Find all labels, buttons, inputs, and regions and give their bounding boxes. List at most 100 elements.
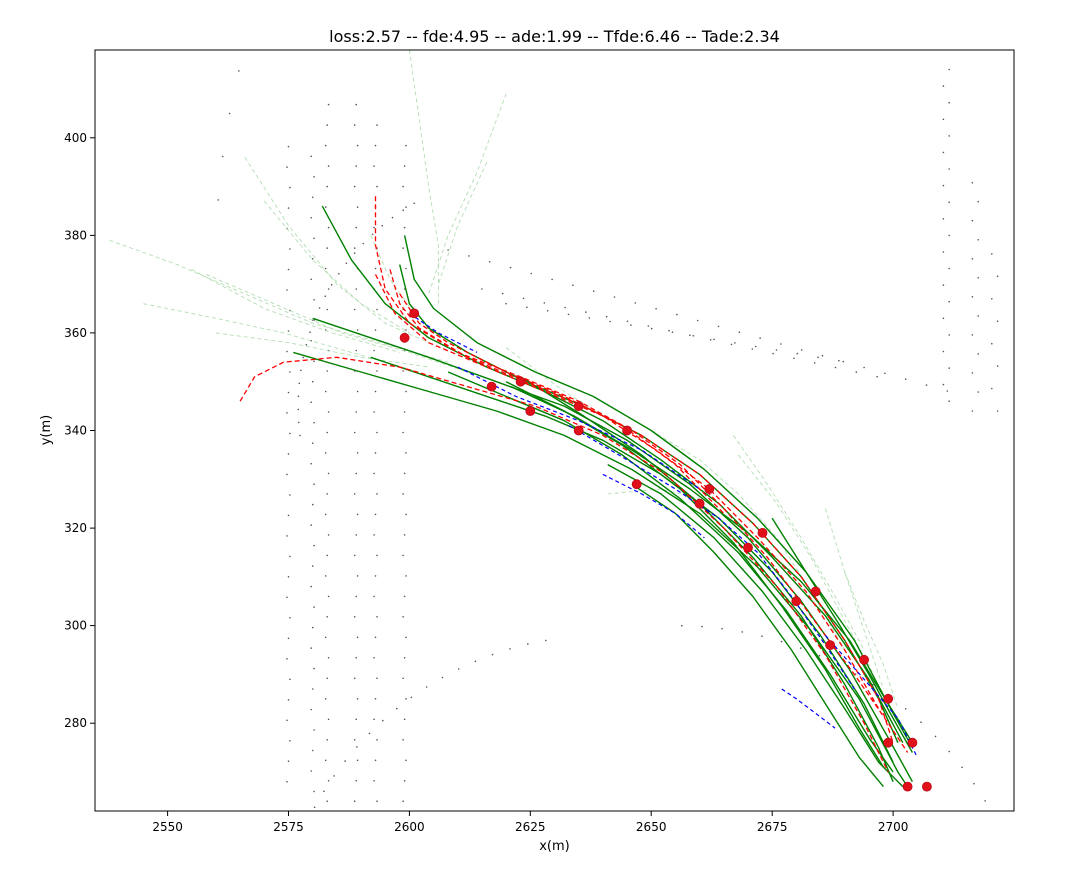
map-point bbox=[313, 483, 315, 486]
context-track bbox=[244, 157, 429, 344]
map-point bbox=[405, 390, 407, 393]
map-point bbox=[289, 432, 291, 435]
y-axis: 280 300 320 340 360 380 400 bbox=[64, 131, 95, 730]
map-point bbox=[425, 686, 428, 688]
context-tracks-layer bbox=[109, 50, 899, 709]
map-point bbox=[286, 780, 288, 783]
agent-marker bbox=[694, 498, 705, 509]
map-point bbox=[403, 165, 406, 167]
map-point bbox=[971, 372, 974, 374]
map-point bbox=[977, 315, 979, 317]
map-point bbox=[310, 278, 313, 281]
context-track bbox=[505, 347, 613, 422]
alternative-track bbox=[568, 425, 855, 690]
map-point bbox=[948, 234, 950, 237]
map-point bbox=[373, 226, 375, 229]
map-point bbox=[286, 596, 288, 599]
ground-truth-track bbox=[520, 376, 894, 782]
map-point bbox=[991, 253, 993, 255]
map-point bbox=[942, 317, 945, 320]
map-point bbox=[543, 302, 546, 304]
map-point bbox=[509, 266, 512, 269]
agent-marker bbox=[922, 781, 932, 792]
map-point bbox=[721, 627, 723, 630]
map-point bbox=[403, 595, 406, 598]
agent-marker bbox=[409, 308, 420, 319]
context-track bbox=[191, 269, 400, 353]
map-point bbox=[353, 185, 356, 188]
map-point bbox=[287, 699, 290, 701]
map-point bbox=[818, 654, 821, 657]
map-point bbox=[323, 790, 325, 793]
map-point bbox=[287, 391, 290, 394]
agent-marker bbox=[525, 406, 536, 416]
map-point bbox=[309, 331, 311, 334]
map-point bbox=[287, 637, 290, 640]
map-point bbox=[310, 401, 313, 404]
map-point bbox=[942, 151, 945, 154]
map-point bbox=[353, 800, 356, 802]
map-point bbox=[287, 268, 290, 271]
map-point bbox=[221, 155, 224, 158]
map-point bbox=[376, 124, 378, 126]
map-point bbox=[353, 554, 356, 557]
map-point bbox=[942, 284, 945, 286]
agent-markers-layer bbox=[399, 308, 932, 792]
agent-marker bbox=[573, 401, 584, 411]
map-point bbox=[311, 503, 314, 506]
map-point bbox=[324, 267, 327, 270]
context-track bbox=[370, 235, 415, 314]
map-point bbox=[374, 513, 377, 516]
map-point bbox=[327, 411, 330, 413]
map-point bbox=[374, 329, 377, 331]
map-point bbox=[834, 366, 837, 369]
map-point bbox=[326, 370, 329, 372]
map-point bbox=[326, 185, 329, 188]
map-point bbox=[376, 431, 378, 434]
map-point bbox=[287, 576, 290, 578]
map-point bbox=[326, 124, 329, 126]
map-point bbox=[585, 311, 587, 313]
map-point bbox=[948, 68, 950, 71]
map-point bbox=[522, 297, 525, 300]
map-point bbox=[474, 660, 477, 663]
x-tick-label: 2675 bbox=[757, 820, 788, 834]
map-point bbox=[286, 535, 288, 537]
map-point bbox=[373, 411, 375, 413]
map-point bbox=[842, 360, 845, 363]
map-point bbox=[287, 760, 290, 762]
map-point bbox=[324, 390, 327, 393]
ground-truth-track bbox=[607, 463, 904, 788]
map-point bbox=[996, 320, 999, 323]
map-point bbox=[344, 760, 346, 762]
map-point bbox=[313, 790, 315, 793]
x-tick-label: 2650 bbox=[636, 820, 667, 834]
map-point bbox=[948, 400, 950, 403]
map-point bbox=[817, 356, 819, 359]
map-point bbox=[327, 534, 330, 536]
map-point bbox=[971, 410, 974, 412]
map-point bbox=[403, 718, 406, 721]
map-point bbox=[324, 144, 327, 147]
map-point bbox=[326, 616, 329, 618]
map-point bbox=[374, 698, 377, 700]
map-point bbox=[324, 513, 327, 516]
map-point bbox=[977, 277, 979, 279]
map-point bbox=[403, 472, 406, 475]
map-point bbox=[948, 750, 950, 753]
map-point bbox=[402, 616, 404, 618]
map-point bbox=[299, 434, 301, 437]
map-point bbox=[305, 343, 308, 346]
map-point bbox=[971, 181, 974, 184]
map-point bbox=[297, 408, 300, 411]
map-point bbox=[373, 718, 375, 721]
agent-marker bbox=[573, 425, 584, 436]
map-point bbox=[356, 759, 359, 762]
context-track bbox=[215, 332, 429, 368]
map-point bbox=[761, 635, 763, 637]
y-tick-label: 320 bbox=[64, 521, 87, 535]
x-axis-label: x(m) bbox=[539, 839, 570, 854]
ground-truth-track bbox=[312, 317, 914, 783]
map-point bbox=[689, 334, 691, 337]
map-point bbox=[713, 338, 715, 341]
